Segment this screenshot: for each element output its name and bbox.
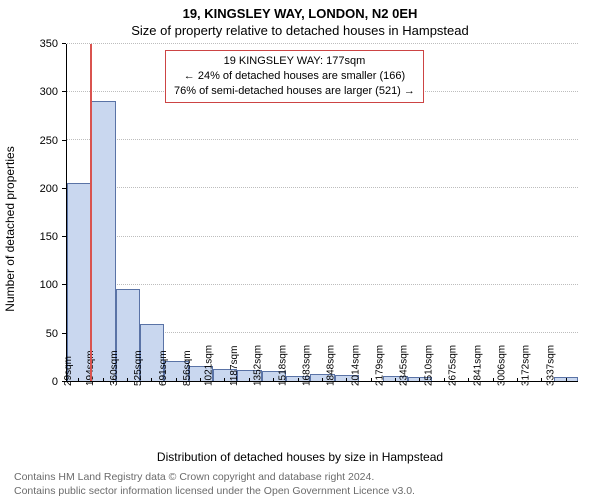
x-tick-label: 1518sqm (277, 345, 288, 386)
x-tick-label: 3337sqm (545, 345, 556, 386)
bar-slot (554, 44, 578, 381)
bar-slot (481, 44, 505, 381)
footer-line-2: Contains public sector information licen… (14, 484, 586, 498)
annotation-line-1: 19 KINGSLEY WAY: 177sqm (174, 54, 415, 69)
bar-slot (505, 44, 529, 381)
x-tick-label: 2014sqm (350, 345, 361, 386)
property-marker-line (90, 44, 92, 381)
bar-slot (116, 44, 140, 381)
x-tick-label: 2179sqm (374, 345, 385, 386)
x-axis-label: Distribution of detached houses by size … (0, 450, 600, 464)
x-tick-label: 1683sqm (301, 345, 312, 386)
annotation-line-2: ← 24% of detached houses are smaller (16… (174, 69, 415, 84)
footer-line-1: Contains HM Land Registry data © Crown c… (14, 470, 586, 484)
x-tick-label: 3172sqm (521, 345, 532, 386)
x-tick-label: 29sqm (63, 356, 74, 386)
x-tick-label: 1352sqm (253, 345, 264, 386)
y-tick-label: 350 (14, 38, 58, 50)
x-tick-label: 2841sqm (472, 345, 483, 386)
y-tick-label: 0 (14, 376, 58, 388)
y-tick-label: 300 (14, 86, 58, 98)
x-tick-label: 3006sqm (496, 345, 507, 386)
y-tick-label: 150 (14, 231, 58, 243)
x-tick-label: 525sqm (134, 350, 145, 386)
x-tick-label: 1848sqm (326, 345, 337, 386)
y-tick-label: 50 (14, 328, 58, 340)
plot-region: 19 KINGSLEY WAY: 177sqm ← 24% of detache… (66, 44, 578, 382)
x-tick-label: 2510sqm (423, 345, 434, 386)
y-tick-label: 100 (14, 279, 58, 291)
y-tick-label: 250 (14, 135, 58, 147)
bar-slot (140, 44, 164, 381)
footer-attribution: Contains HM Land Registry data © Crown c… (14, 470, 586, 498)
annotation-line-3: 76% of semi-detached houses are larger (… (174, 84, 415, 99)
y-tick-label: 200 (14, 183, 58, 195)
chart-area: Number of detached properties 0501001502… (14, 44, 586, 414)
bar-slot (432, 44, 456, 381)
x-tick-label: 1187sqm (229, 346, 240, 386)
x-tick-label: 2345sqm (399, 345, 410, 386)
histogram-bar (91, 101, 115, 381)
bar-slot (456, 44, 480, 381)
y-axis-ticks: 050100150200250300350 (14, 44, 62, 382)
annotation-box: 19 KINGSLEY WAY: 177sqm ← 24% of detache… (165, 50, 424, 103)
bar-slot (67, 44, 91, 381)
x-tick-label: 691sqm (158, 350, 169, 386)
chart-subtitle: Size of property relative to detached ho… (0, 23, 600, 38)
x-tick-label: 1021sqm (204, 345, 215, 386)
x-tick-label: 360sqm (109, 350, 120, 386)
x-tick-label: 2675sqm (448, 345, 459, 386)
address-title: 19, KINGSLEY WAY, LONDON, N2 0EH (0, 6, 600, 21)
x-tick-label: 856sqm (182, 350, 193, 386)
x-axis-ticks: 29sqm194sqm360sqm525sqm691sqm856sqm1021s… (66, 382, 578, 414)
bar-slot (91, 44, 115, 381)
bar-slot (529, 44, 553, 381)
